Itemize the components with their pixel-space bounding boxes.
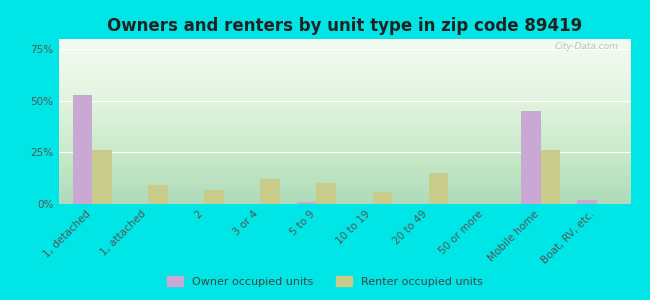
Bar <box>428 173 448 204</box>
Bar <box>73 95 92 204</box>
Bar <box>317 183 336 204</box>
Bar <box>148 185 168 204</box>
Bar <box>577 200 597 204</box>
Bar <box>92 150 112 204</box>
Bar <box>297 202 317 204</box>
Bar <box>204 190 224 204</box>
Bar <box>521 111 541 204</box>
Legend: Owner occupied units, Renter occupied units: Owner occupied units, Renter occupied un… <box>162 272 488 291</box>
Bar <box>261 179 280 204</box>
Bar <box>541 150 560 204</box>
Bar <box>372 192 392 204</box>
Text: City-Data.com: City-Data.com <box>555 42 619 51</box>
Title: Owners and renters by unit type in zip code 89419: Owners and renters by unit type in zip c… <box>107 17 582 35</box>
